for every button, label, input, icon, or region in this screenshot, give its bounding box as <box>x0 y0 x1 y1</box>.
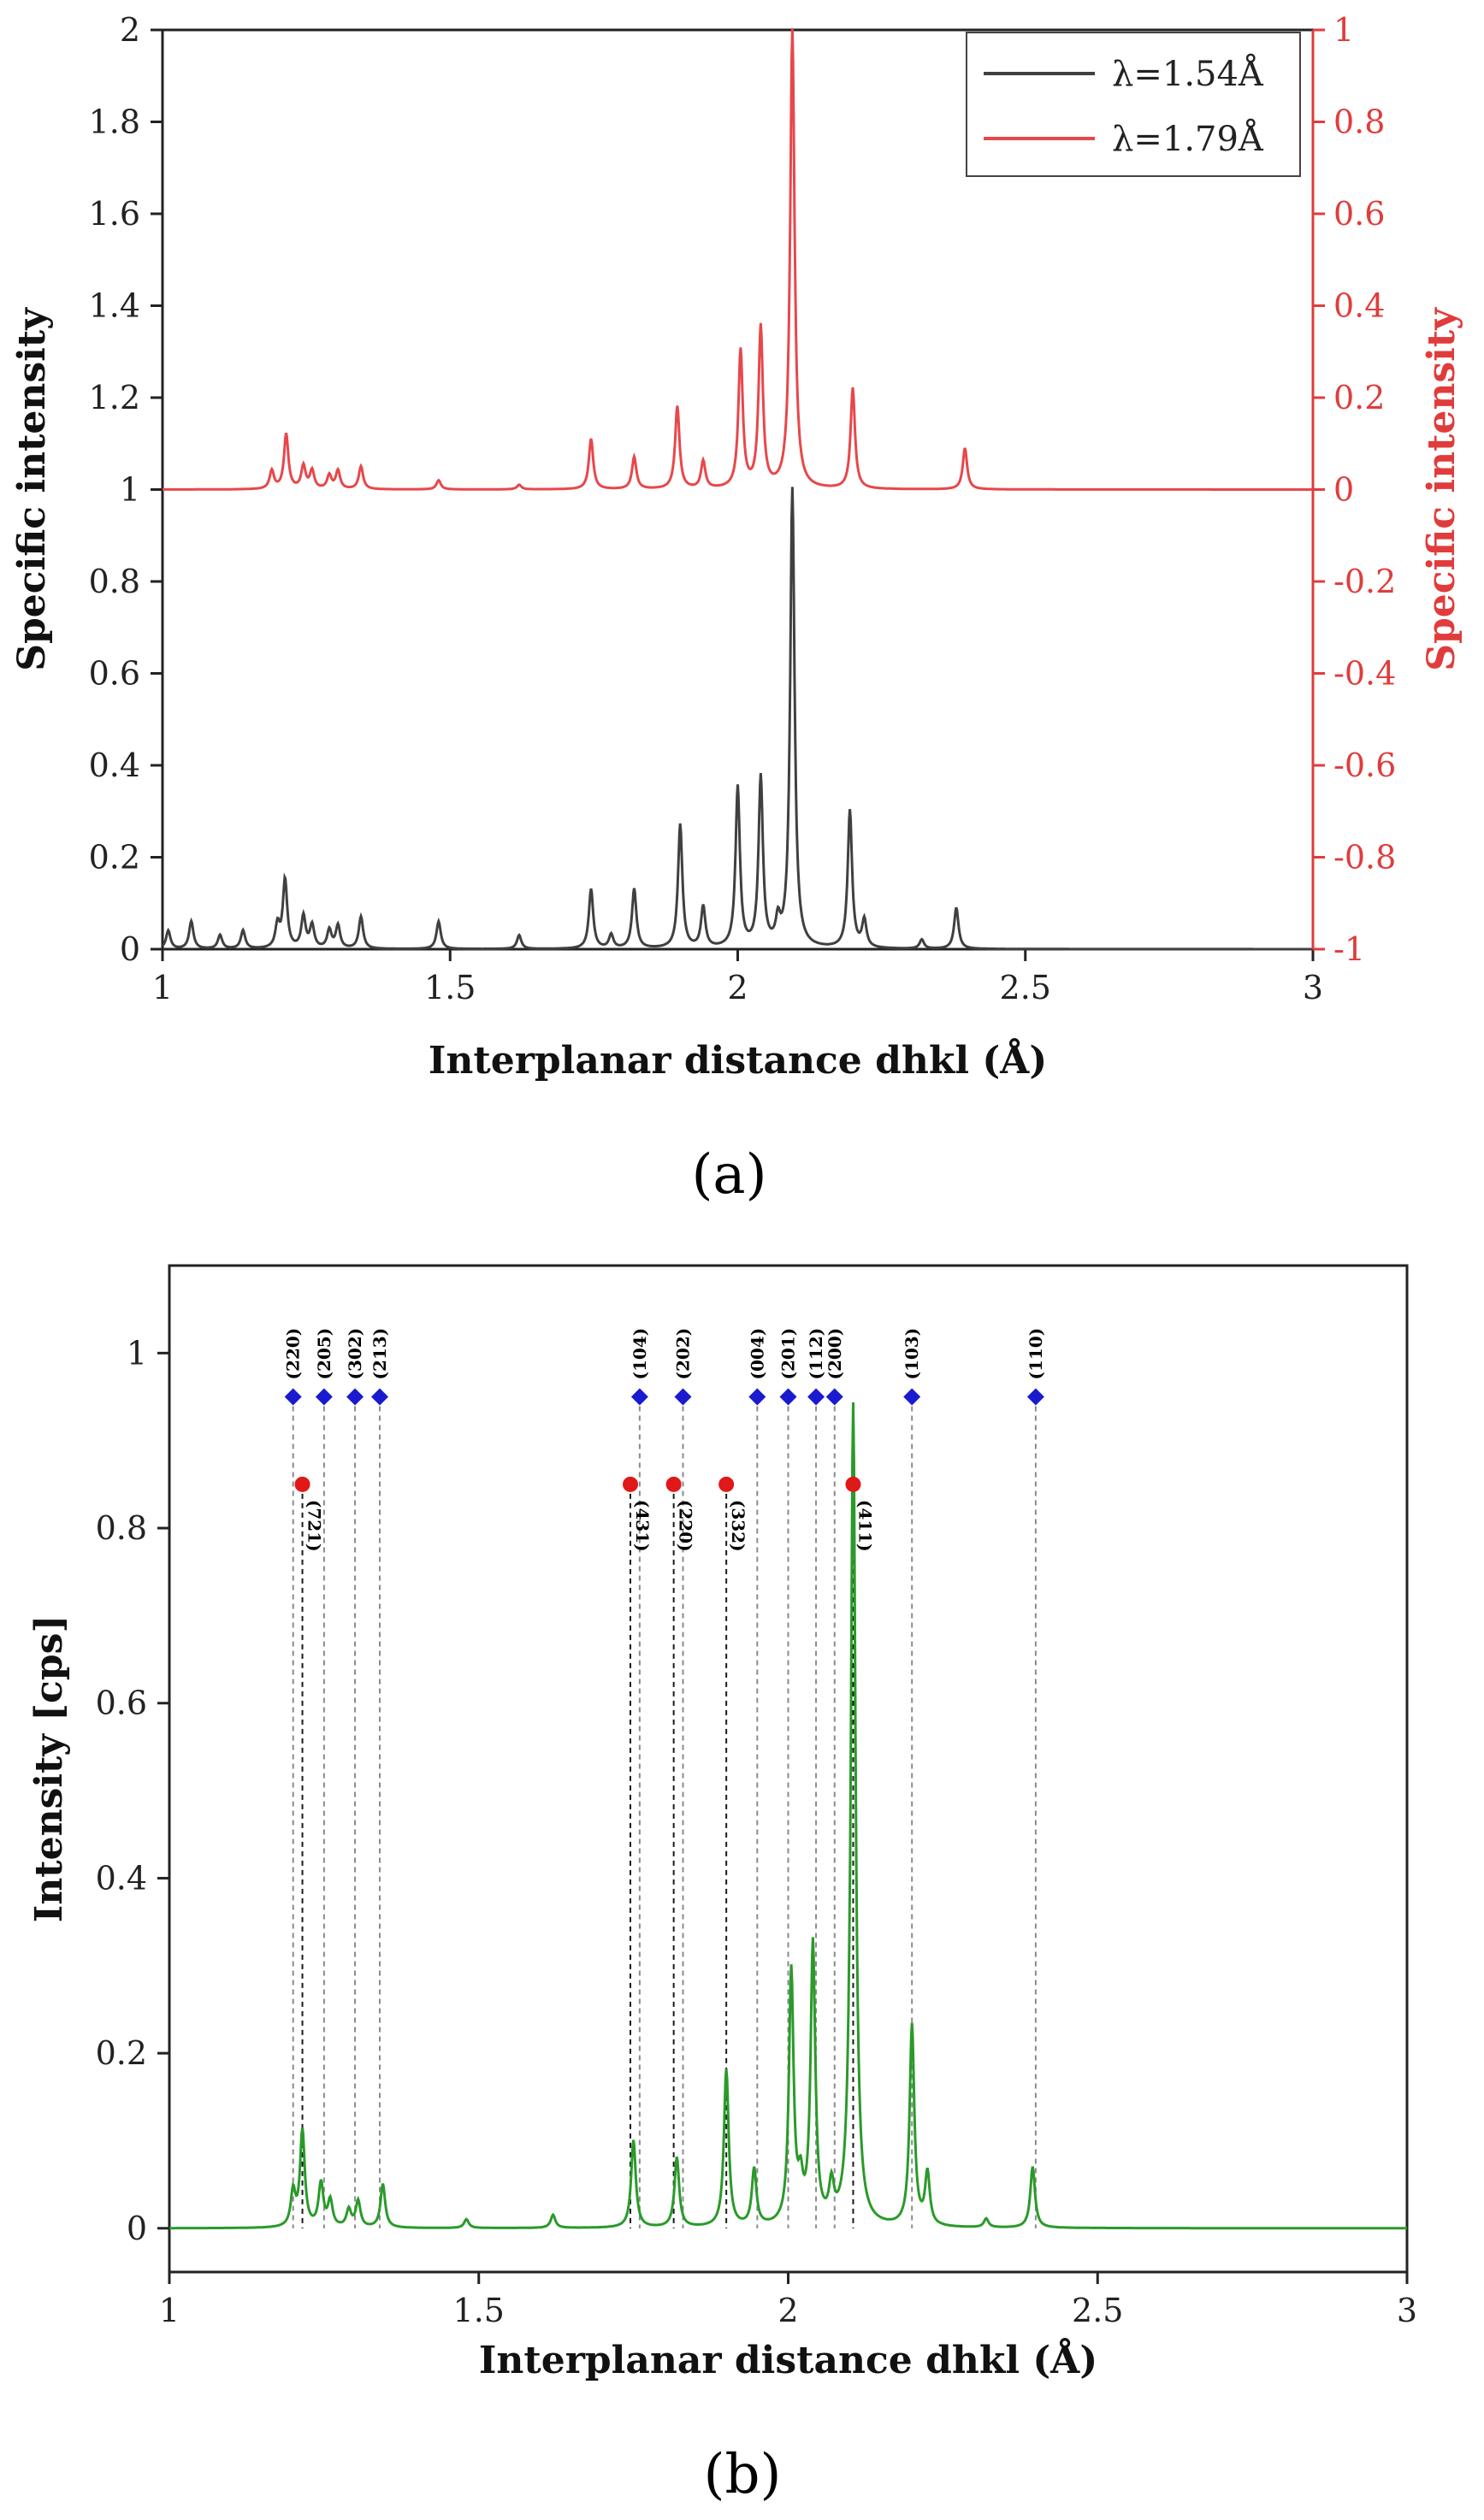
panel-a-series <box>161 27 1313 951</box>
y-tick-label: 1.4 <box>89 287 140 325</box>
reference-diamond-marker <box>807 1388 825 1406</box>
reference-label: (213) <box>370 1328 390 1380</box>
legend-box <box>966 32 1301 177</box>
y-tick-label: 2 <box>120 11 140 49</box>
panel-a-y2-axis-title: Specific intensity <box>1420 307 1463 671</box>
x-tick-label: 2 <box>727 969 748 1006</box>
reference-circle-marker <box>845 1476 861 1492</box>
reference-diamond-marker <box>825 1388 843 1406</box>
reference-label: (201) <box>778 1328 799 1380</box>
series-line-pattern <box>169 1402 1407 2230</box>
reference-label: (104) <box>630 1328 650 1380</box>
reference-label: (205) <box>314 1328 334 1380</box>
y-tick-label: 0 <box>120 930 140 968</box>
y-tick-label: 1.6 <box>89 195 140 233</box>
reference-circle-marker <box>718 1476 735 1492</box>
y-tick-label: 0.8 <box>89 563 140 600</box>
reference-label: (112) <box>806 1328 826 1380</box>
panel-a-legend: λ=1.54Å λ=1.79Å <box>966 32 1301 177</box>
y2-tick-label: -0.6 <box>1333 747 1396 784</box>
reference-label: (220) <box>676 1500 696 1552</box>
y-tick-label: 1.2 <box>89 379 140 416</box>
y2-tick-label: 0.4 <box>1333 287 1385 325</box>
y-tick-label: 0.2 <box>89 839 140 876</box>
reference-label: (103) <box>902 1328 922 1380</box>
reference-diamond-marker <box>630 1388 648 1406</box>
x-tick-label: 3 <box>1303 969 1323 1006</box>
x-tick-label: 1 <box>152 969 173 1006</box>
reference-diamond-marker <box>903 1388 921 1406</box>
series-line-1-54 <box>161 487 1313 951</box>
reference-label: (004) <box>747 1328 767 1380</box>
panel-a: 1 1.5 2 2.5 3 0 0.2 0.4 0.6 0.8 1 1.2 1.4 1.6 1.8 2 -1… <box>10 11 1463 1207</box>
panel-b-y-axis-title: Intensity [cps] <box>27 1615 71 1923</box>
x-tick-label: 2.5 <box>1072 2292 1123 2329</box>
panel-a-x-ticks: 1 1.5 2 2.5 3 <box>152 949 1323 1006</box>
y2-tick-label: -1 <box>1333 930 1365 968</box>
x-tick-label: 1.5 <box>453 2292 505 2329</box>
panel-b-reference-markers: (220) (205) (302) (213) (104) (202) (004) (201)… <box>283 1328 1046 1552</box>
y-tick-label: 1 <box>127 1334 147 1372</box>
y2-tick-label: 0.2 <box>1333 379 1385 416</box>
reference-diamond-marker <box>779 1388 797 1406</box>
panel-a-label: (a) <box>691 1143 766 1207</box>
x-tick-label: 2.5 <box>1000 969 1051 1006</box>
panel-b-x-axis-title: Interplanar distance dhkl (Å) <box>479 2337 1097 2382</box>
y2-tick-label: -0.4 <box>1333 655 1396 693</box>
panel-a-y-axis-title: Specific intensity <box>10 307 54 671</box>
reference-diamond-marker <box>370 1388 388 1406</box>
y-tick-label: 0.6 <box>89 655 140 693</box>
legend-label-1-79: λ=1.79Å <box>1112 119 1264 159</box>
y-tick-label: 0.4 <box>89 747 140 784</box>
y-tick-label: 0 <box>127 2210 147 2247</box>
reference-label: (332) <box>728 1500 748 1552</box>
reference-label: (302) <box>345 1328 365 1380</box>
y2-tick-label: 0.8 <box>1333 103 1385 141</box>
y2-tick-label: -0.8 <box>1333 839 1396 876</box>
reference-label: (411) <box>854 1500 875 1552</box>
panel-b-label: (b) <box>704 2443 782 2506</box>
reference-diamond-marker <box>284 1388 302 1406</box>
reference-circle-marker <box>294 1476 310 1492</box>
panel-a-x-axis-title: Interplanar distance dhkl (Å) <box>429 1037 1047 1083</box>
x-tick-label: 1 <box>159 2292 180 2329</box>
panel-a-y-ticks: 0 0.2 0.4 0.6 0.8 1 1.2 1.4 1.6 1.8 2 <box>89 11 163 968</box>
y-tick-label: 0.6 <box>96 1685 147 1722</box>
x-tick-label: 1.5 <box>424 969 476 1006</box>
reference-label: (110) <box>1026 1328 1046 1380</box>
reference-label: (721) <box>304 1500 325 1552</box>
panel-b-x-ticks: 1 1.5 2 2.5 3 <box>159 2272 1417 2329</box>
y-tick-label: 0.4 <box>96 1859 147 1897</box>
reference-label: (202) <box>673 1328 694 1380</box>
panel-b-reference-lines <box>292 1396 1037 2228</box>
y2-tick-label: 0.6 <box>1333 195 1385 233</box>
reference-circle-marker <box>665 1476 682 1492</box>
reference-diamond-marker <box>674 1388 692 1406</box>
y2-tick-label: 0 <box>1333 471 1354 509</box>
reference-circle-marker <box>623 1476 639 1492</box>
y-tick-label: 1 <box>120 471 140 509</box>
reference-diamond-marker <box>748 1388 766 1406</box>
y-tick-label: 0.8 <box>96 1509 147 1547</box>
reference-diamond-marker <box>1026 1388 1044 1406</box>
reference-diamond-marker <box>346 1388 364 1406</box>
reference-label: (431) <box>632 1500 653 1552</box>
y-tick-label: 1.8 <box>89 103 140 141</box>
reference-diamond-marker <box>315 1388 333 1406</box>
x-tick-label: 2 <box>777 2292 798 2329</box>
panel-a-y2-ticks: -1 -0.8 -0.6 -0.4 -0.2 0 0.2 0.4 0.6 0.8 1 <box>1313 11 1396 968</box>
panel-b-y-ticks: 0 0.2 0.4 0.6 0.8 1 <box>96 1334 169 2247</box>
panel-b-series <box>169 1402 1407 2230</box>
reference-label: (200) <box>825 1328 845 1380</box>
y-tick-label: 0.2 <box>96 2034 147 2072</box>
y2-tick-label: -0.2 <box>1333 563 1396 600</box>
legend-label-1-54: λ=1.54Å <box>1112 54 1264 94</box>
reference-label: (220) <box>283 1328 304 1380</box>
panel-b: 1 1.5 2 2.5 3 0 0.2 0.4 0.6 0.8 1 (220) (205) (302)… <box>27 1264 1417 2506</box>
series-line-1-79 <box>163 27 1313 491</box>
y2-tick-label: 1 <box>1333 11 1354 49</box>
x-tick-label: 3 <box>1397 2292 1417 2329</box>
